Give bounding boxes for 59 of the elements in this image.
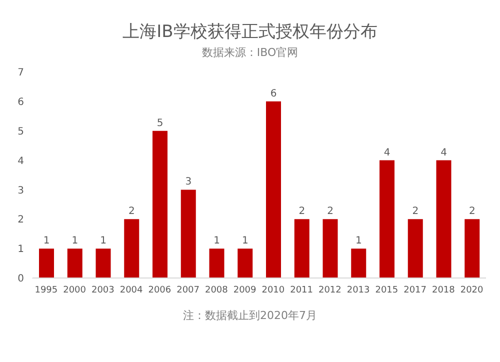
bar (67, 248, 82, 278)
data-label: 4 (440, 147, 447, 158)
bar (152, 130, 168, 278)
bar (294, 219, 310, 278)
bar (351, 248, 366, 278)
data-label: 1 (72, 236, 78, 247)
x-tick-label: 2008 (204, 285, 228, 296)
bar (96, 248, 111, 278)
bar (124, 219, 140, 278)
x-tick-label: 2015 (375, 285, 398, 296)
y-tick-label: 7 (18, 68, 24, 79)
data-label: 1 (355, 236, 362, 247)
data-label: 4 (384, 147, 390, 158)
x-tick-label: 1995 (34, 285, 58, 296)
data-label: 1 (214, 236, 220, 247)
y-tick-label: 3 (18, 185, 24, 196)
bar (408, 219, 423, 278)
x-tick-label: 2017 (404, 285, 427, 296)
x-tick-label: 2020 (460, 285, 484, 296)
bar (180, 190, 196, 278)
y-tick-label: 5 (18, 126, 24, 138)
data-label: 2 (327, 206, 334, 218)
bar (39, 248, 54, 278)
data-label: 2 (412, 206, 419, 218)
x-tick-label: 2010 (262, 285, 285, 296)
x-tick-label: 2011 (290, 285, 314, 296)
x-tick-label: 2003 (91, 285, 114, 296)
y-tick-label: 2 (18, 214, 24, 226)
x-tick-label: 2009 (233, 285, 257, 296)
text: 注：数据截止到2020年7月 (182, 308, 318, 323)
data-label: 2 (128, 206, 135, 218)
x-tick-label: 2012 (318, 285, 342, 296)
x-tick-label: 2000 (63, 285, 86, 296)
bar (380, 160, 394, 278)
bar (322, 219, 338, 278)
chart-subtitle: 数据来源：IBO官网 (200, 45, 300, 60)
y-tick-label: 0 (18, 274, 24, 285)
data-label: 2 (468, 206, 476, 218)
bar (464, 219, 480, 278)
bar (238, 248, 253, 278)
bar (266, 101, 281, 278)
bar (209, 248, 224, 278)
data-label: 1 (100, 236, 106, 247)
x-tick-label: 2007 (176, 285, 200, 296)
x-tick-label: 2013 (346, 285, 370, 296)
data-label: 2 (298, 206, 306, 218)
x-tick-label: 2006 (148, 285, 172, 296)
chart-title: 上海IB学校获得正式授权年份分布 (122, 21, 378, 43)
data-label: 1 (43, 236, 50, 247)
data-label: 6 (270, 88, 277, 100)
x-tick-label: 2004 (120, 285, 144, 296)
x-tick-label: 2018 (432, 285, 456, 296)
y-tick-label: 6 (18, 96, 24, 108)
data-label: 3 (185, 176, 192, 188)
data-label: 5 (156, 118, 164, 129)
y-tick-label: 4 (18, 156, 24, 167)
y-tick-label: 1 (18, 244, 24, 256)
bar (436, 160, 452, 278)
data-label: 1 (242, 236, 248, 247)
